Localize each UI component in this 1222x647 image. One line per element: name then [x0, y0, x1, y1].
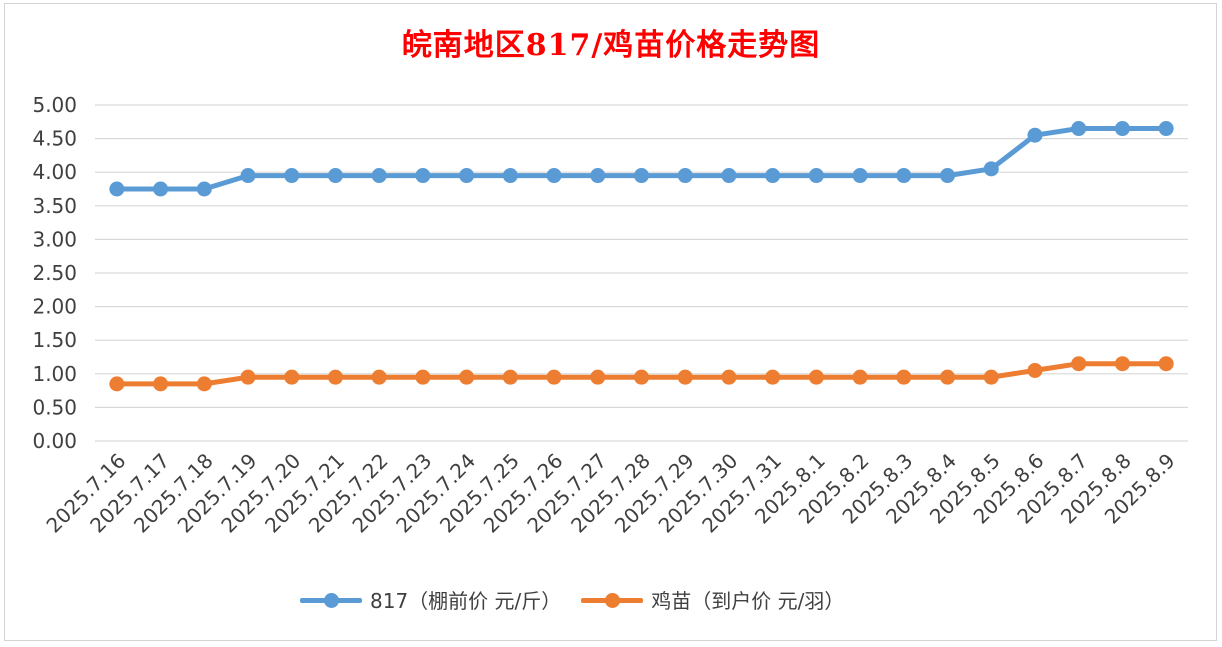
data-point [327, 168, 343, 184]
data-point [1158, 356, 1174, 372]
data-point [983, 161, 999, 177]
y-tick-label: 1.50 [32, 328, 77, 352]
y-tick-label: 4.00 [32, 160, 77, 184]
y-tick-label: 4.50 [32, 127, 77, 151]
data-point [502, 369, 518, 385]
y-tick-label: 3.50 [32, 194, 77, 218]
data-point [940, 369, 956, 385]
data-point [1027, 362, 1043, 378]
y-tick-label: 2.00 [32, 295, 77, 319]
data-point [808, 369, 824, 385]
data-point [1071, 121, 1087, 137]
data-point [109, 181, 125, 197]
data-point [1071, 356, 1087, 372]
data-point [634, 168, 649, 184]
data-point [371, 168, 387, 184]
data-point [721, 168, 737, 184]
data-point [852, 369, 868, 385]
data-point [1027, 127, 1043, 143]
data-point [590, 168, 606, 184]
data-point [896, 369, 912, 385]
data-point [371, 369, 387, 385]
data-point [196, 181, 212, 197]
data-point [240, 168, 256, 184]
data-point [1158, 121, 1174, 137]
data-point [196, 376, 212, 392]
chart-title: 皖南地区817/鸡苗价格走势图 [401, 28, 821, 63]
data-point [721, 369, 737, 385]
y-tick-label: 0.00 [32, 429, 77, 453]
data-point [1114, 121, 1130, 137]
data-point [896, 168, 912, 184]
y-tick-label: 1.00 [32, 362, 77, 386]
y-tick-label: 2.50 [32, 261, 77, 285]
legend-item-817: 817（棚前价 元/斤） [300, 585, 561, 614]
data-point [1114, 356, 1130, 372]
data-point [284, 369, 300, 385]
data-point [415, 168, 431, 184]
legend-swatch-817 [300, 590, 362, 610]
data-point [240, 369, 256, 385]
data-point [153, 376, 169, 392]
data-point [634, 369, 649, 385]
data-point [590, 369, 606, 385]
legend-swatch-chick [581, 590, 644, 610]
data-point [502, 168, 518, 184]
data-point [327, 369, 343, 385]
data-point [808, 168, 824, 184]
data-point [677, 369, 693, 385]
data-point [153, 181, 169, 197]
y-tick-label: 0.50 [32, 395, 77, 419]
data-point [765, 369, 781, 385]
data-point [459, 168, 475, 184]
data-point [983, 369, 999, 385]
data-point [940, 168, 956, 184]
data-point [415, 369, 431, 385]
data-point [852, 168, 868, 184]
data-point [546, 168, 562, 184]
data-point [459, 369, 475, 385]
legend-item-chick: 鸡苗（到户价 元/羽） [581, 585, 844, 614]
data-point [677, 168, 693, 184]
y-tick-label: 3.00 [32, 227, 77, 251]
y-tick-label: 5.00 [32, 93, 77, 117]
chart-frame [4, 3, 1217, 641]
data-point [765, 168, 781, 184]
data-point [109, 376, 125, 392]
chart-legend: 817（棚前价 元/斤） 鸡苗（到户价 元/羽） [300, 585, 844, 614]
legend-label-chick: 鸡苗（到户价 元/羽） [651, 589, 845, 613]
legend-label-817: 817（棚前价 元/斤） [370, 589, 562, 613]
data-point [546, 369, 562, 385]
data-point [284, 168, 300, 184]
